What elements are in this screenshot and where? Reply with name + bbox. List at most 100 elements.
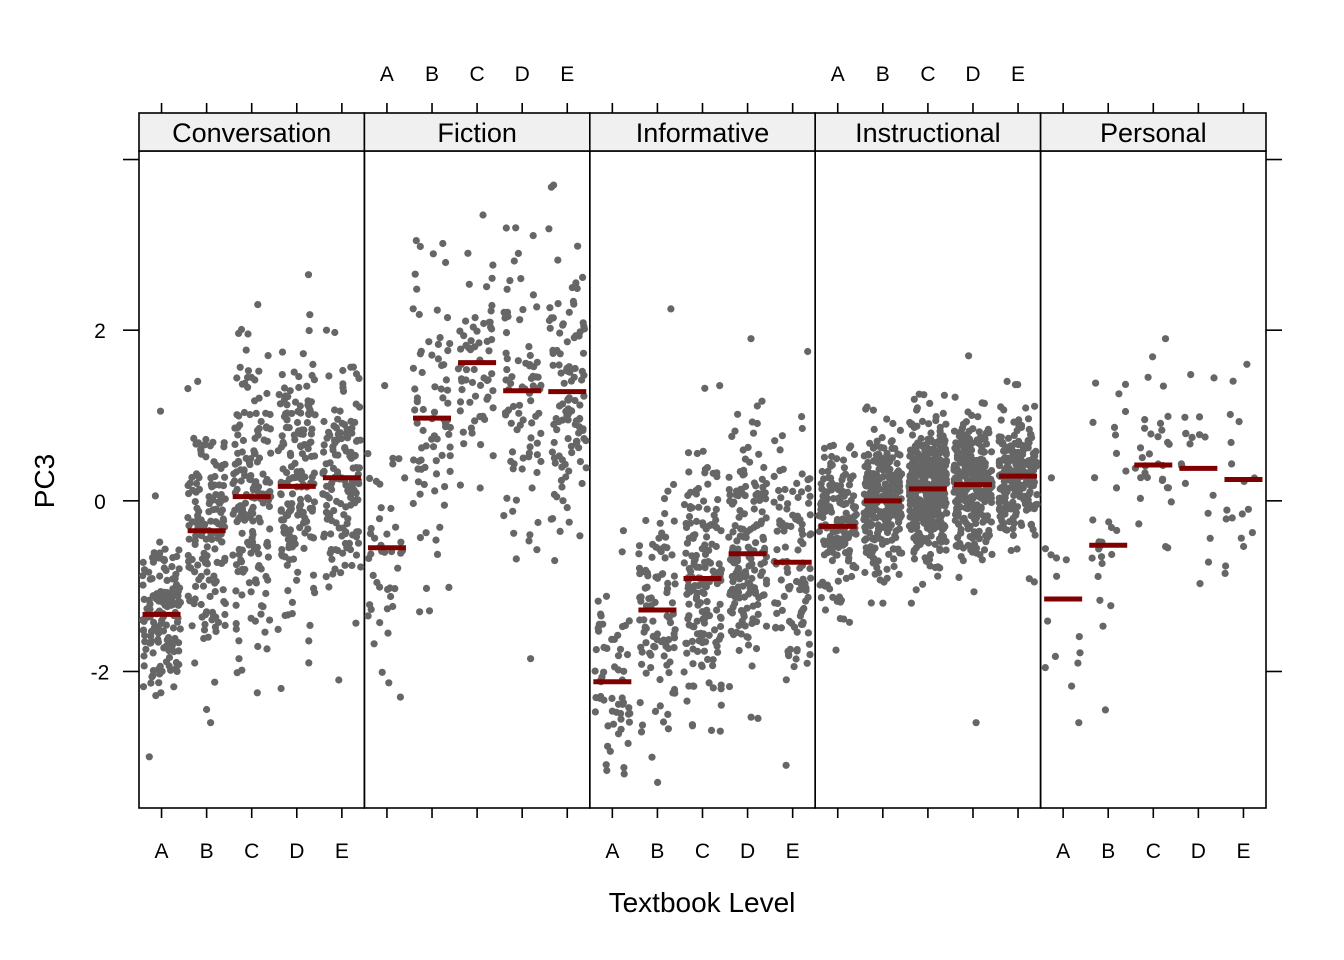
data-point [638, 660, 646, 668]
data-point [560, 379, 568, 387]
data-point [804, 476, 812, 484]
data-point [264, 542, 272, 550]
data-point [599, 620, 607, 628]
data-point [1041, 545, 1049, 553]
data-point [709, 684, 717, 692]
data-point [528, 419, 536, 427]
data-point [288, 610, 296, 618]
data-point [743, 528, 752, 536]
data-point [1112, 449, 1121, 457]
data-point [330, 507, 338, 515]
data-point [683, 697, 691, 705]
data-point [827, 536, 835, 545]
data-point [446, 423, 454, 432]
data-point [972, 719, 980, 727]
data-point [367, 550, 375, 558]
data-point [1105, 518, 1113, 526]
data-point [819, 513, 827, 522]
data-point [925, 515, 933, 523]
data-point [907, 446, 915, 454]
data-point [549, 346, 557, 354]
data-point [211, 588, 219, 596]
data-point [347, 493, 355, 501]
data-point [910, 423, 918, 432]
data-point [972, 519, 980, 528]
data-point [437, 385, 445, 393]
data-point [550, 438, 558, 447]
data-point [1141, 416, 1149, 424]
data-point [729, 528, 737, 536]
data-point [306, 621, 314, 630]
data-point [471, 417, 479, 425]
data-point [870, 425, 878, 433]
data-point [753, 402, 761, 410]
data-point [1015, 437, 1023, 445]
data-point [232, 620, 240, 628]
data-point [508, 373, 516, 381]
data-point [918, 479, 926, 487]
data-point [199, 582, 208, 590]
data-point [288, 598, 296, 607]
data-point [559, 497, 567, 505]
data-point [735, 646, 743, 655]
data-point [699, 615, 707, 623]
data-point [649, 617, 657, 625]
data-point [1052, 554, 1061, 562]
data-point [664, 725, 673, 733]
data-point [510, 257, 518, 265]
data-point [997, 416, 1005, 424]
data-point [973, 549, 981, 557]
data-point [278, 546, 286, 554]
data-point [352, 370, 361, 378]
data-point [1101, 706, 1109, 714]
data-point [545, 225, 553, 233]
data-point [303, 419, 311, 427]
data-point [555, 402, 564, 410]
data-point [527, 655, 535, 663]
data-point [416, 608, 424, 616]
data-point [156, 407, 165, 415]
data-point [1147, 430, 1155, 438]
data-point [266, 525, 274, 533]
data-point [293, 576, 301, 584]
data-point [476, 381, 485, 389]
data-point [233, 669, 241, 677]
data-point [464, 249, 472, 257]
data-point [878, 540, 887, 548]
y-tick-label: 0 [94, 491, 106, 514]
data-point [1240, 542, 1248, 551]
data-point [997, 433, 1005, 441]
data-point [266, 478, 274, 487]
data-point [618, 548, 626, 556]
data-point [805, 640, 814, 648]
data-point [972, 544, 981, 552]
data-point [218, 538, 226, 546]
data-point [698, 588, 706, 596]
data-point [512, 555, 520, 563]
data-point [979, 518, 987, 526]
data-point [203, 568, 211, 576]
data-point [925, 446, 934, 454]
data-point [301, 454, 310, 462]
data-point [806, 511, 814, 519]
data-point [250, 543, 258, 552]
data-point [785, 585, 793, 593]
data-point [885, 550, 893, 558]
data-point [776, 517, 784, 525]
data-point [561, 460, 569, 468]
data-point [958, 424, 967, 432]
data-point [713, 606, 721, 614]
data-point [762, 580, 771, 588]
data-point [296, 430, 304, 438]
data-point [759, 535, 768, 544]
data-point [221, 473, 229, 481]
data-point [956, 494, 964, 502]
data-point [235, 637, 243, 645]
data-point [489, 404, 497, 412]
data-point [1177, 460, 1185, 468]
panel-strip [588, 112, 816, 152]
data-point [323, 515, 331, 523]
data-point [759, 483, 767, 491]
data-point [703, 598, 711, 606]
data-point [509, 402, 517, 411]
